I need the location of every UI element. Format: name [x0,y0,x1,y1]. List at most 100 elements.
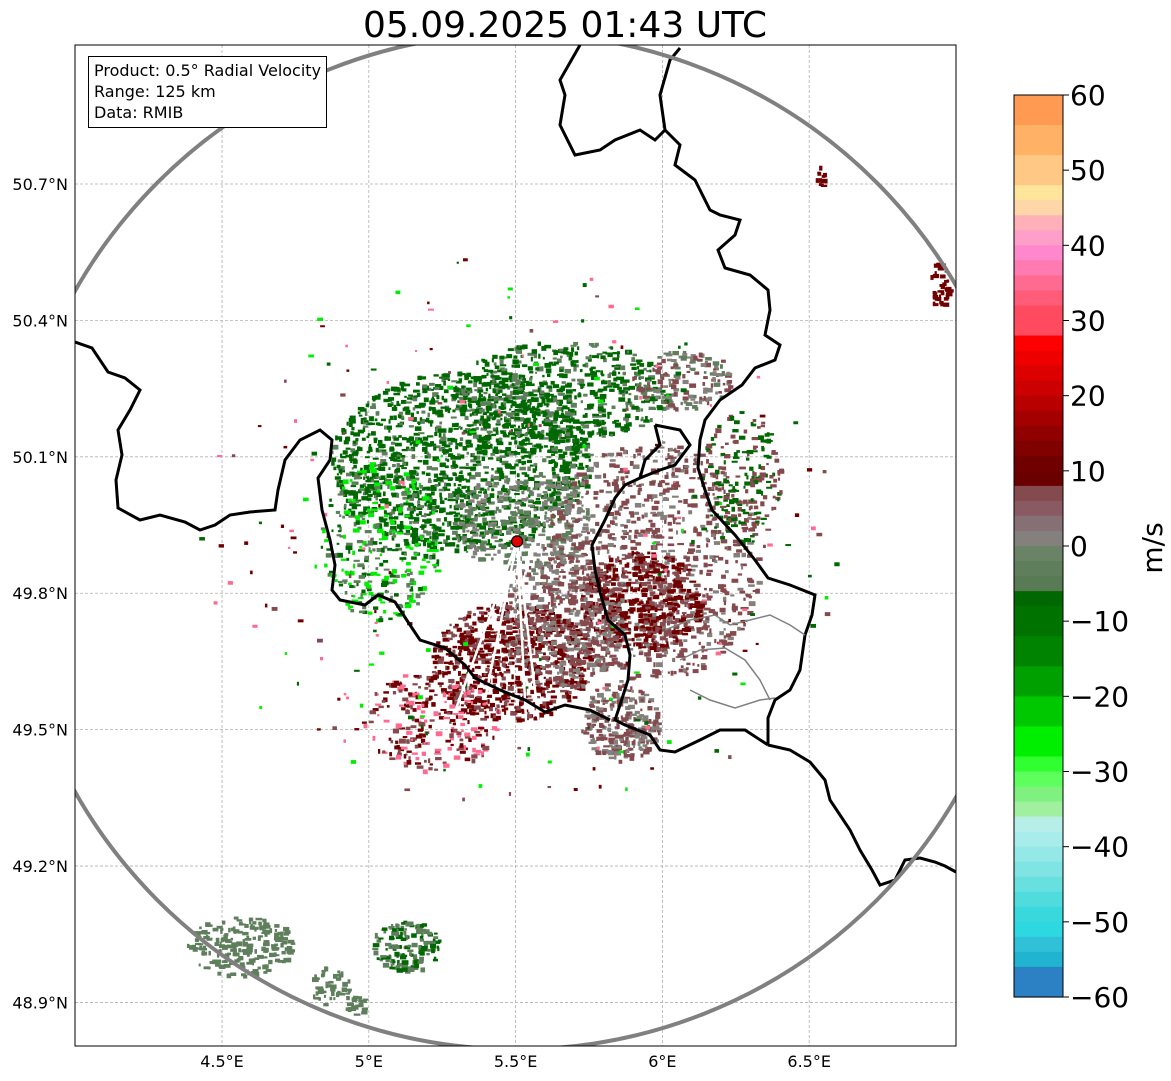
echo-pixel [597,550,600,555]
echo-pixel [520,448,527,454]
echo-pixel [529,399,532,405]
echo-pixel [581,594,584,598]
echo-pixel [371,403,376,407]
echo-pixel [409,511,413,517]
echo-pixel [458,521,466,527]
echo-pixel [577,653,580,659]
echo-pixel [523,510,531,516]
echo-pixel [520,571,525,576]
echo-pixel [345,447,351,450]
echo-pixel [501,676,506,681]
echo-pixel [659,492,666,495]
echo-pixel [647,584,653,590]
echo-pixel [596,568,603,572]
echo-pixel [650,612,657,618]
echo-pixel [628,628,632,633]
echo-pixel [464,373,469,378]
echo-pixel [568,551,576,556]
echo-pixel [503,620,510,624]
echo-pixel [724,511,731,515]
echo-pixel [508,636,516,641]
echo-pixel [657,588,662,591]
echo-pixel [495,715,501,720]
echo-pixel [731,493,735,498]
echo-pixel [362,565,365,570]
echo-pixel [405,401,412,404]
echo-pixel [352,595,356,598]
echo-pixel [419,418,425,424]
echo-pixel [478,708,485,712]
echo-pixel [459,649,463,653]
echo-pixel [400,422,403,427]
echo-pixel [399,381,405,386]
echo-pixel [583,393,588,397]
echo-pixel [533,463,538,467]
echo-pixel [544,511,548,515]
echo-pixel [496,495,500,499]
echo-pixel [621,544,628,550]
echo-pixel [725,559,729,565]
echo-pixel [527,714,533,719]
echo-pixel [519,345,525,350]
echo-pixel [573,341,579,346]
echo-pixel [635,359,643,363]
echo-pixel [357,563,365,568]
echo-pixel [478,392,482,396]
echo-pixel [664,400,671,405]
echo-pixel [678,500,683,503]
echo-pixel [459,519,465,523]
echo-pixel [482,451,488,454]
echo-pixel [398,509,402,513]
map-area[interactable] [9,33,1025,1049]
echo-pixel [684,603,687,607]
echo-pixel [612,661,620,665]
echo-pixel [557,373,564,376]
echo-pixel [485,631,491,636]
echo-pixel [350,454,355,459]
echo-pixel [551,437,558,440]
echo-pixel [547,487,552,491]
echo-pixel [493,446,498,450]
echo-pixel [653,622,658,628]
echo-pixel [694,457,699,463]
echo-pixel [713,496,720,500]
echo-pixel [426,560,431,564]
echo-pixel [418,437,422,442]
echo-pixel [464,408,468,411]
echo-pixel [631,598,639,603]
echo-pixel [543,652,546,656]
echo-pixel [507,412,513,418]
echo-pixel [368,512,375,518]
echo-pixel [545,520,549,523]
echo-pixel [568,612,574,616]
echo-pixel [383,609,387,614]
echo-pixel [712,505,716,510]
echo-pixel [548,497,555,502]
echo-pixel [453,483,456,487]
echo-pixel [349,418,356,424]
echo-pixel [557,581,565,587]
echo-pixel [399,520,404,525]
echo-pixel [562,513,569,517]
echo-pixel [622,644,629,649]
echo-pixel [528,533,534,537]
echo-pixel [571,676,579,679]
echo-pixel [574,643,579,648]
echo-pixel [745,595,752,598]
echo-pixel [367,488,373,491]
echo-pixel [398,411,404,415]
echo-pixel [523,544,530,549]
echo-pixel [537,638,543,643]
echo-pixel [585,443,591,449]
echo-pixel [583,615,587,619]
echo-pixel [646,369,650,373]
echo-pixel [499,530,503,535]
echo-pixel [351,467,354,470]
echo-pixel [517,499,523,503]
echo-pixel [686,577,689,580]
echo-pixel [501,686,507,690]
echo-pixel [498,478,502,481]
echo-pixel [389,531,393,536]
echo-pixel [382,462,388,466]
echo-pixel [634,529,639,534]
